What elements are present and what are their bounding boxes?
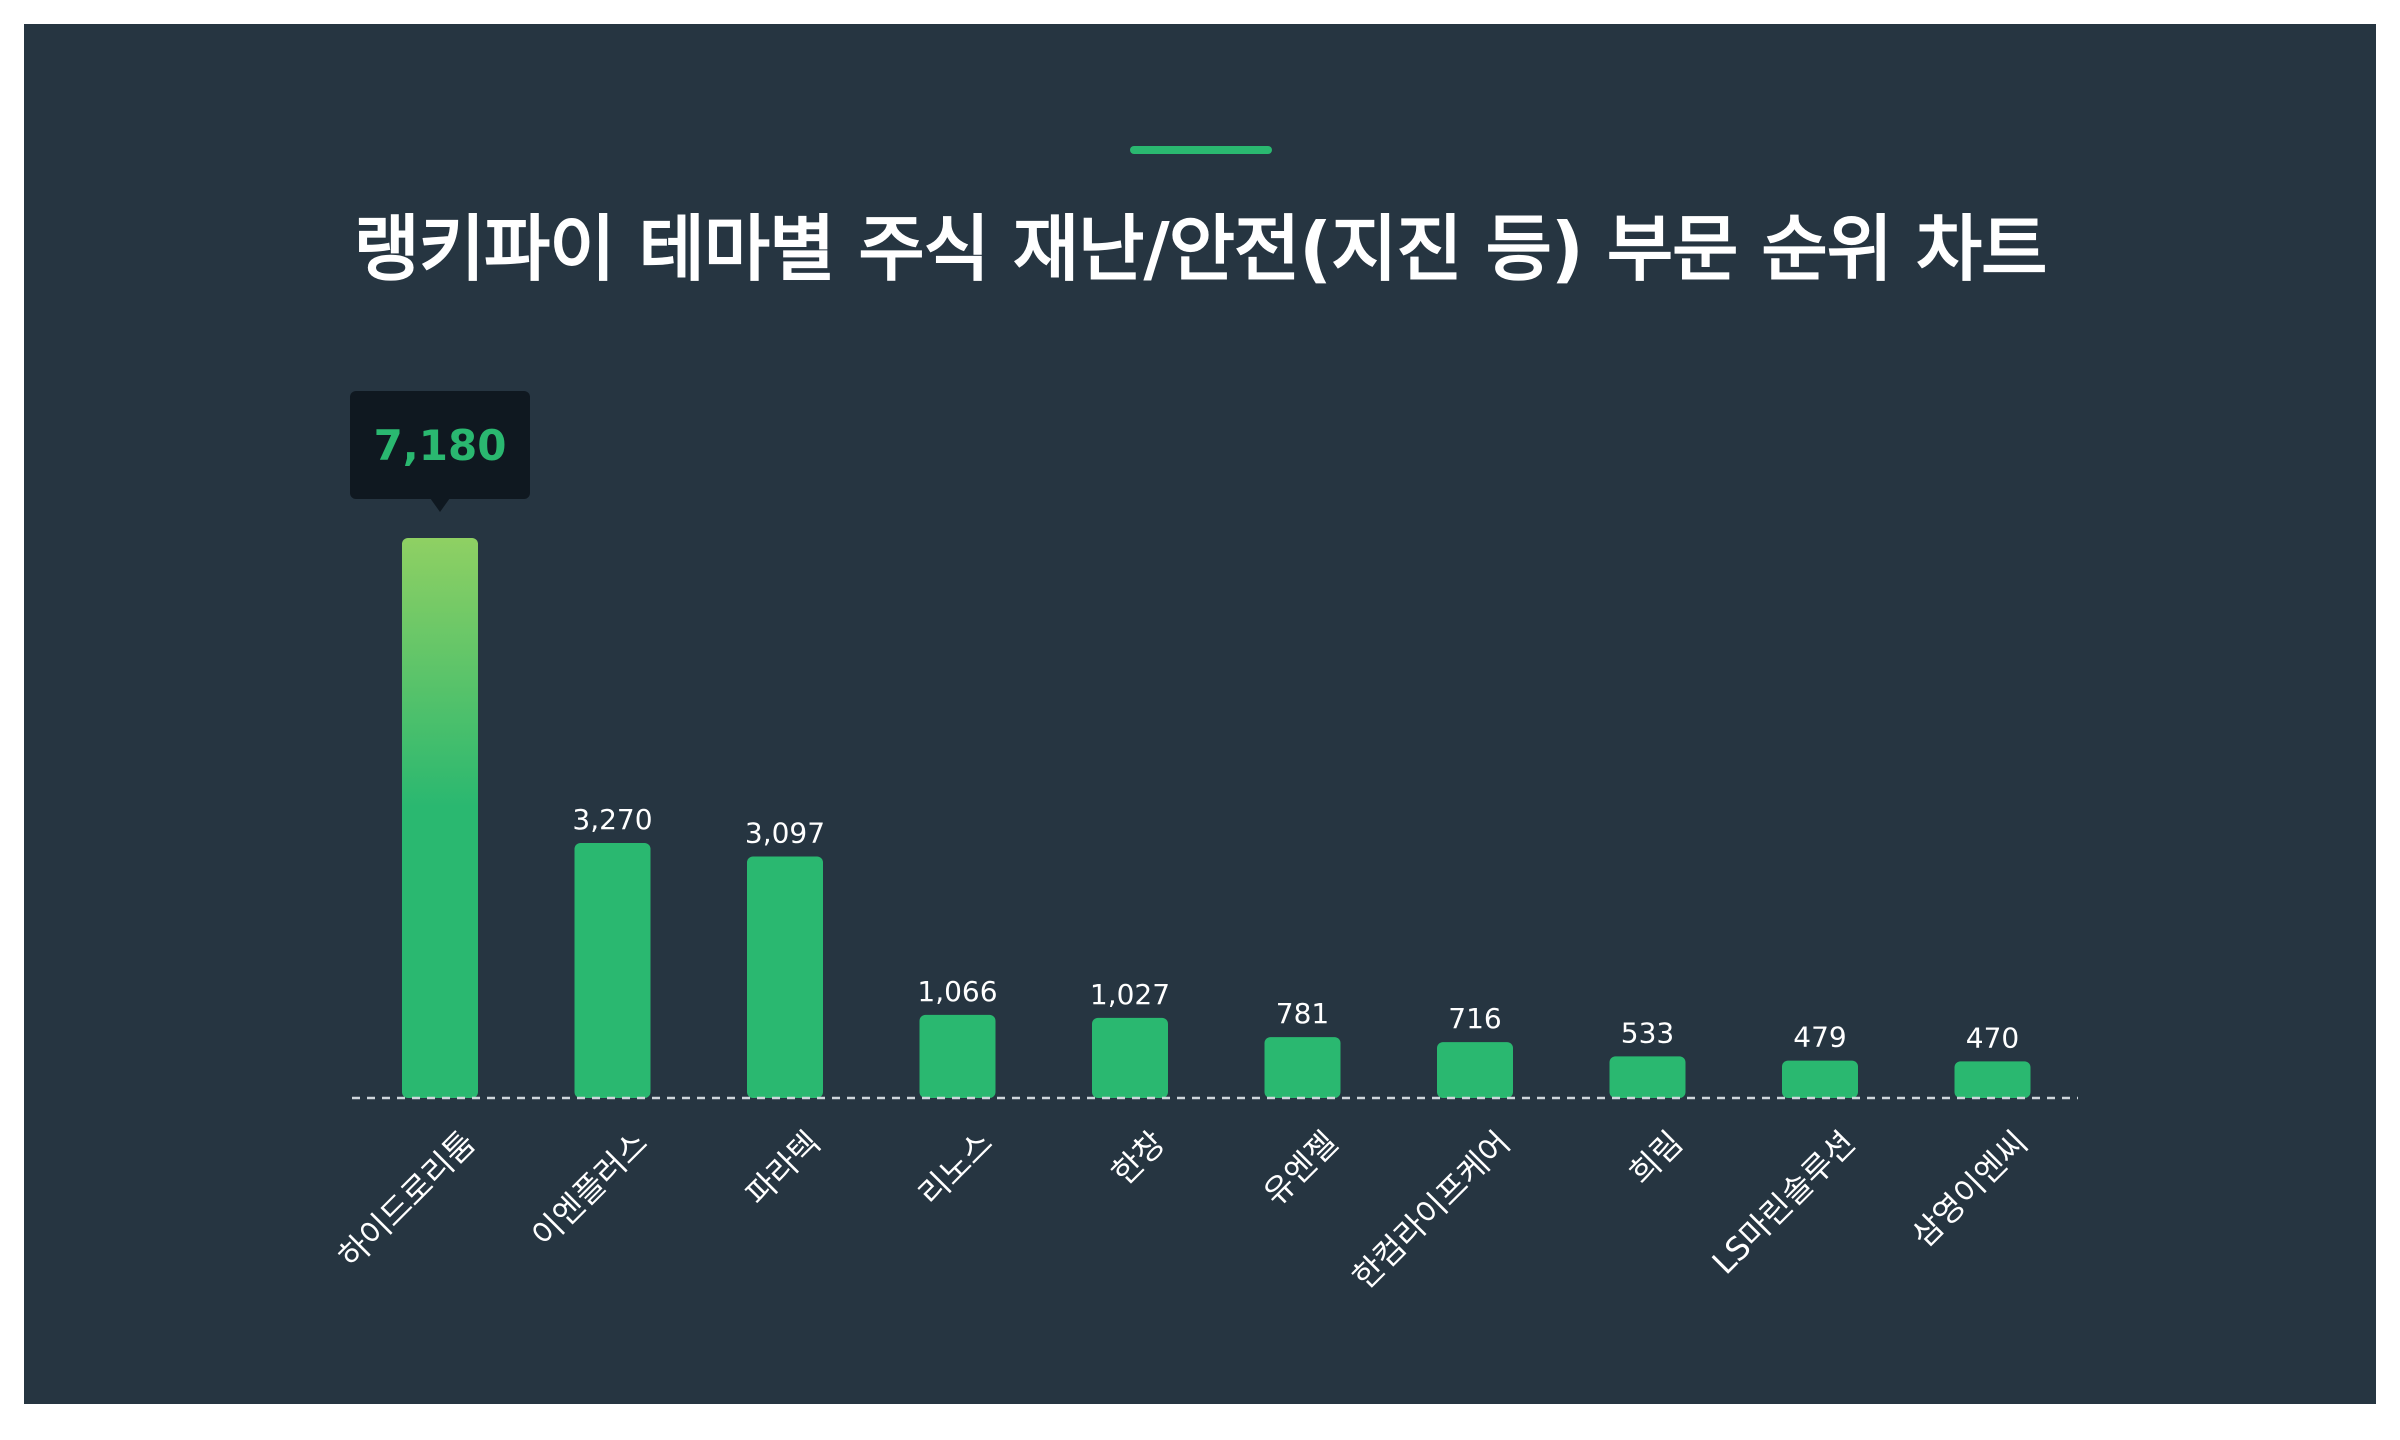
category-label: 파라텍 [738,1124,827,1213]
bar-10 [1954,1061,2031,1098]
bar-value-label: 3,270 [572,803,652,836]
bar-7 [1437,1042,1513,1098]
value-tooltip-pointer [430,498,450,512]
bar-4 [919,1014,996,1098]
bar-value-label: 533 [1621,1016,1674,1049]
bar-value-label: 781 [1276,997,1329,1030]
category-label: 이엔플러스 [524,1124,655,1255]
bar-value-label: 470 [1966,1021,2019,1054]
bar-value-label: 1,027 [1090,978,1170,1011]
bar-value-label: 479 [1793,1021,1846,1054]
bar-6 [1264,1037,1341,1098]
category-label: 유엔젤 [1256,1124,1345,1213]
bar-1 [402,538,478,1098]
chart-title: 랭키파이 테마별 주식 재난/안전(지진 등) 부문 순위 차트 [353,207,2048,291]
bar-value-label: 3,097 [745,816,825,849]
bar-value-label: 716 [1448,1002,1501,1035]
bar-9 [1782,1060,1858,1098]
bar-8 [1609,1056,1686,1098]
bar-5 [1092,1017,1168,1098]
category-label: LS마린솔루션 [1705,1124,1863,1282]
category-label: 한창 [1104,1124,1173,1193]
category-label: 삼영이엔씨 [1904,1124,2035,1255]
category-label: 리노스 [911,1124,1000,1213]
category-label: 하이드로리툼 [331,1124,483,1276]
value-tooltip-box [350,391,530,499]
title-accent-line [1130,146,1272,154]
bar-2 [574,842,651,1098]
bar-3 [747,856,823,1098]
bars-layer [402,538,2031,1098]
bar-value-label: 1,066 [917,975,997,1008]
category-label: 한컴라이프케어 [1345,1124,1518,1297]
category-label: 희림 [1622,1124,1691,1193]
value-tooltip-label: 7,180 [374,421,507,470]
